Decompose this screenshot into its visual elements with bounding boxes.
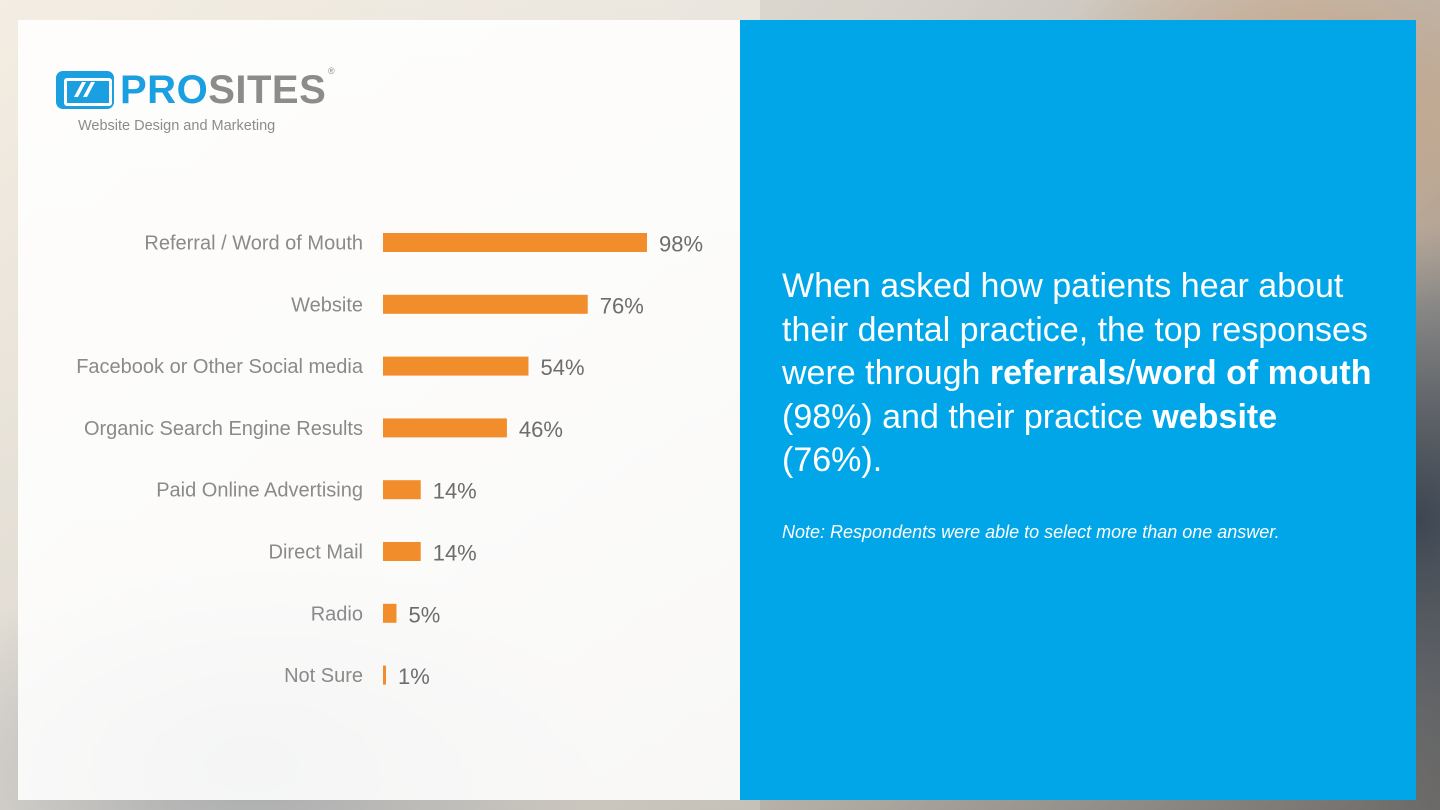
- monitor-icon: [56, 71, 114, 109]
- logo-tagline: Website Design and Marketing: [78, 118, 276, 134]
- value-label: 46%: [519, 417, 563, 442]
- logo-wordmark: PROSITES: [120, 68, 326, 112]
- bar: [383, 603, 397, 623]
- category-label: Direct Mail: [269, 542, 363, 564]
- bar: [383, 480, 421, 500]
- value-label: 14%: [433, 479, 477, 504]
- headline-emphasis: word of mouth: [1135, 354, 1372, 392]
- value-label: 5%: [408, 602, 440, 627]
- bar: [383, 418, 507, 438]
- value-label: 98%: [659, 232, 703, 257]
- chart-panel: [18, 20, 740, 800]
- prosites-logo: PROSITES ® Website Design and Marketing: [56, 66, 346, 138]
- headline-emphasis: website: [1152, 397, 1278, 436]
- headline-text: (98%) and their practice: [782, 397, 1153, 436]
- value-label: 54%: [540, 355, 584, 380]
- logo-sites: SITES: [208, 68, 327, 112]
- category-label: Not Sure: [284, 665, 363, 687]
- category-label: Paid Online Advertising: [156, 480, 363, 502]
- value-label: 1%: [398, 664, 430, 689]
- category-label: Referral / Word of Mouth: [144, 233, 363, 255]
- category-label: Radio: [311, 603, 363, 625]
- bar: [383, 665, 386, 685]
- value-label: 14%: [433, 541, 477, 566]
- headline-text: (76%).: [782, 441, 883, 479]
- headline-text: When asked how patients hear about their…: [782, 267, 1368, 392]
- category-label: Website: [291, 294, 363, 316]
- headline-emphasis: referrals: [989, 354, 1127, 392]
- headline-text: /: [1126, 354, 1136, 392]
- summary-headline: When asked how patients hear about their…: [782, 265, 1382, 483]
- registered-mark: ®: [328, 66, 335, 76]
- summary-panel: [740, 20, 1416, 800]
- bar: [383, 356, 529, 376]
- category-label: Facebook or Other Social media: [76, 356, 364, 378]
- bar: [383, 542, 421, 561]
- bar-chart: Referral / Word of Mouth 98% Website 76% Fac…: [76, 232, 703, 690]
- bar: [383, 233, 647, 252]
- value-label: 76%: [600, 293, 644, 318]
- category-label: Organic Search Engine Results: [84, 418, 363, 440]
- bar: [383, 294, 588, 314]
- summary-note: Note: Respondents were able to select mo…: [782, 522, 1280, 542]
- logo-pro: PRO: [120, 68, 209, 112]
